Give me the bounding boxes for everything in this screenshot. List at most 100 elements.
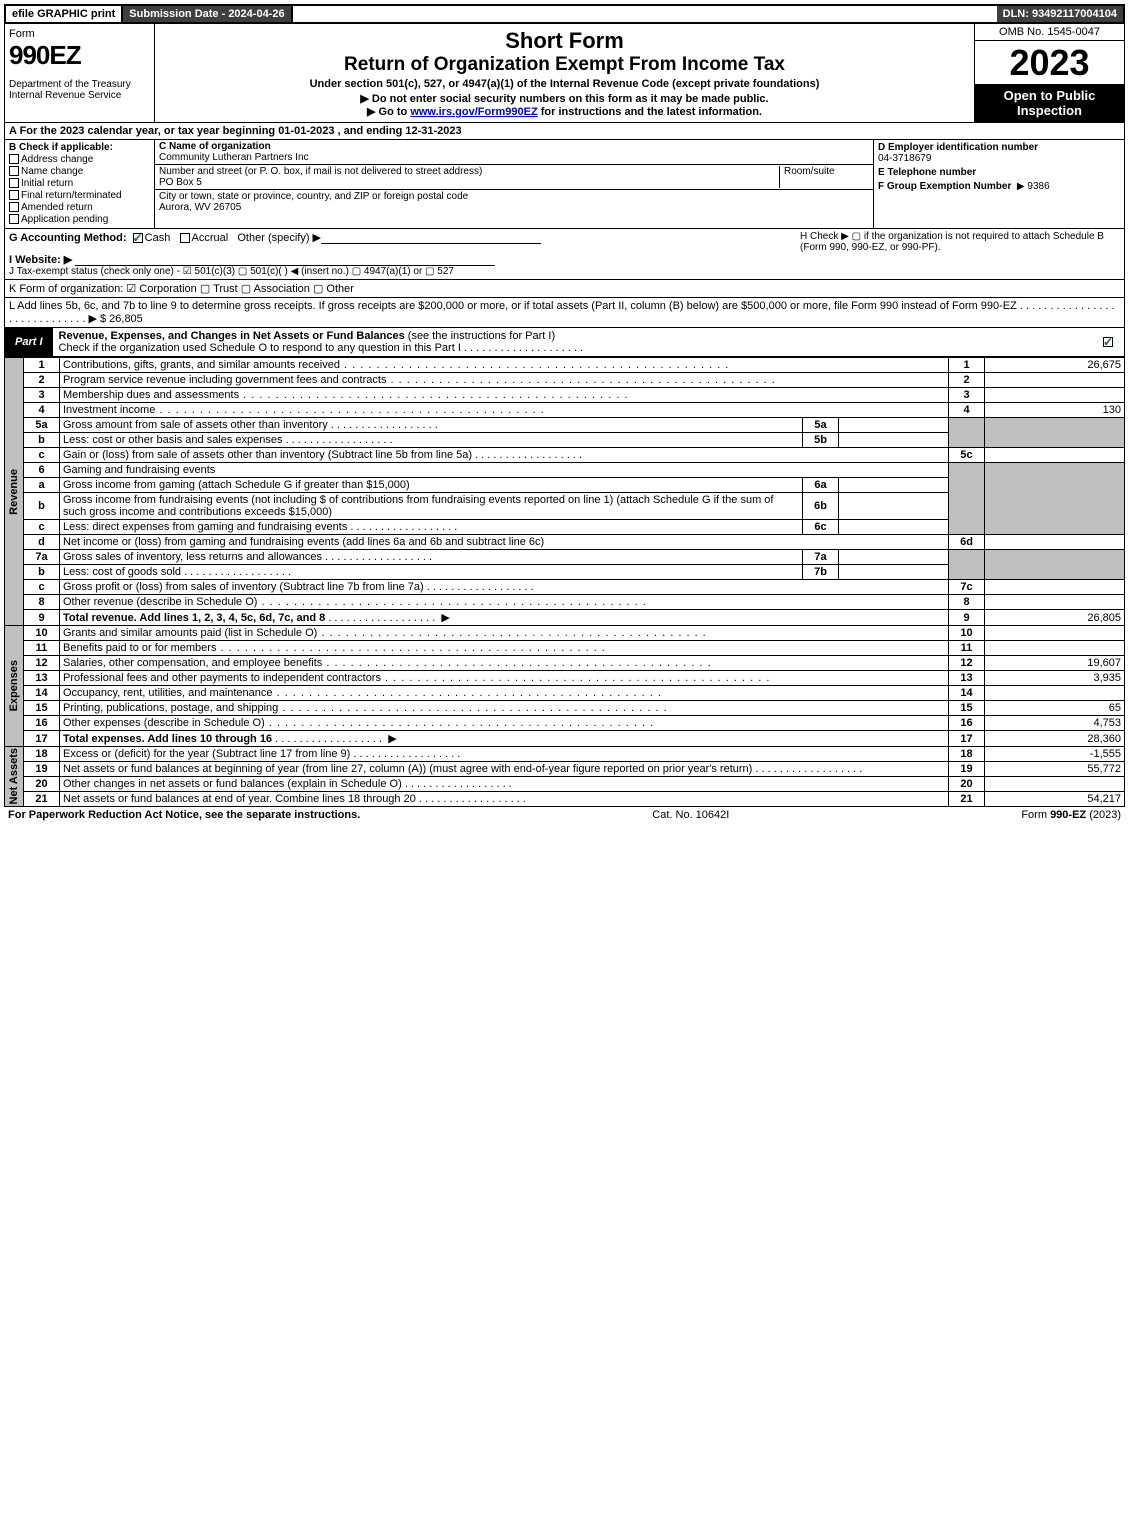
line-2-desc: Program service revenue including govern… <box>63 374 386 386</box>
line-5c-amt <box>985 448 1125 463</box>
section-h: H Check ▶ ▢ if the organization is not r… <box>800 231 1120 253</box>
part-i-tab: Part I <box>5 328 53 356</box>
accounting-other-input[interactable] <box>321 243 541 244</box>
header-right: OMB No. 1545-0047 2023 Open to Public In… <box>974 24 1124 122</box>
line-11-desc: Benefits paid to or for members <box>63 642 216 654</box>
chk-application-pending[interactable]: Application pending <box>9 214 150 225</box>
line-13-desc: Professional fees and other payments to … <box>63 672 381 684</box>
header-left: Form 990EZ Department of the Treasury In… <box>5 24 155 122</box>
submission-date: Submission Date - 2024-04-26 <box>123 6 292 22</box>
section-i: I Website: ▶ <box>9 253 1120 266</box>
line-8-desc: Other revenue (describe in Schedule O) <box>63 596 257 608</box>
org-street: PO Box 5 <box>159 177 202 188</box>
f-label: F Group Exemption Number <box>878 181 1011 192</box>
line-4-amt: 130 <box>985 403 1125 418</box>
c-name-label: C Name of organization <box>159 141 271 152</box>
efile-print-label[interactable]: efile GRAPHIC print <box>6 6 123 22</box>
form-title: Return of Organization Exempt From Incom… <box>159 54 970 76</box>
org-name: Community Lutheran Partners Inc <box>159 152 309 163</box>
page-footer: For Paperwork Reduction Act Notice, see … <box>4 807 1125 823</box>
chk-accrual[interactable] <box>180 233 190 243</box>
line-4-desc: Investment income <box>63 404 155 416</box>
form-note-2: ▶ Go to www.irs.gov/Form990EZ for instru… <box>159 105 970 118</box>
revenue-sidelabel: Revenue <box>5 358 24 626</box>
line-2-amt <box>985 373 1125 388</box>
chk-amended-return[interactable]: Amended return <box>9 202 150 213</box>
c-street-label: Number and street (or P. O. box, if mail… <box>159 166 482 177</box>
line-6d-amt <box>985 535 1125 550</box>
e-label: E Telephone number <box>878 167 976 178</box>
line-3-desc: Membership dues and assessments <box>63 389 239 401</box>
line-6a-subamt <box>839 478 949 493</box>
section-k: K Form of organization: ☑ Corporation ▢ … <box>4 280 1125 298</box>
line-8-amt <box>985 595 1125 610</box>
line-1-rnum: 1 <box>949 358 985 373</box>
line-7a-subamt <box>839 550 949 565</box>
line-11-amt <box>985 641 1125 656</box>
line-5a-subamt <box>839 418 949 433</box>
form-word: Form <box>9 28 150 40</box>
line-1-amt: 26,675 <box>985 358 1125 373</box>
line-9-amt: 26,805 <box>985 610 1125 626</box>
line-1-desc: Contributions, gifts, grants, and simila… <box>63 359 340 371</box>
line-14-amt <box>985 686 1125 701</box>
ein-value: 04-3718679 <box>878 153 931 164</box>
line-5b-subamt <box>839 433 949 448</box>
chk-final-return[interactable]: Final return/terminated <box>9 190 150 201</box>
group-exemption-value: 9386 <box>1027 181 1049 192</box>
irs-link[interactable]: www.irs.gov/Form990EZ <box>410 106 537 118</box>
org-city: Aurora, WV 26705 <box>159 202 241 213</box>
line-12-amt: 19,607 <box>985 656 1125 671</box>
line-12-desc: Salaries, other compensation, and employ… <box>63 657 322 669</box>
line-17-amt: 28,360 <box>985 731 1125 747</box>
line-16-desc: Other expenses (describe in Schedule O) <box>63 717 265 729</box>
line-5c-desc: Gain or (loss) from sale of assets other… <box>63 449 472 461</box>
chk-address-change[interactable]: Address change <box>9 154 150 165</box>
line-15-amt: 65 <box>985 701 1125 716</box>
chk-cash[interactable] <box>133 233 143 243</box>
part-i-checkbox[interactable] <box>1094 328 1124 356</box>
d-label: D Employer identification number <box>878 142 1038 153</box>
section-b: B Check if applicable: Address change Na… <box>5 140 155 228</box>
section-a-tax-year: A For the 2023 calendar year, or tax yea… <box>4 123 1125 140</box>
line-9-desc: Total revenue. Add lines 1, 2, 3, 4, 5c,… <box>63 612 325 624</box>
expenses-sidelabel: Expenses <box>5 626 24 747</box>
chk-initial-return[interactable]: Initial return <box>9 178 150 189</box>
part-i-title: Revenue, Expenses, and Changes in Net As… <box>53 328 1094 356</box>
department: Department of the Treasury Internal Reve… <box>9 79 150 101</box>
line-7c-amt <box>985 580 1125 595</box>
line-17-desc: Total expenses. Add lines 10 through 16 <box>63 733 272 745</box>
line-20-desc: Other changes in net assets or fund bala… <box>63 778 402 790</box>
top-bar: efile GRAPHIC print Submission Date - 20… <box>4 4 1125 24</box>
line-16-amt: 4,753 <box>985 716 1125 731</box>
header-mid: Short Form Return of Organization Exempt… <box>155 24 974 122</box>
part-i-table: Revenue 1 Contributions, gifts, grants, … <box>4 357 1125 807</box>
omb-number: OMB No. 1545-0047 <box>975 24 1124 41</box>
line-14-desc: Occupancy, rent, utilities, and maintena… <box>63 687 273 699</box>
line-3-amt <box>985 388 1125 403</box>
chk-name-change[interactable]: Name change <box>9 166 150 177</box>
form-header: Form 990EZ Department of the Treasury In… <box>4 24 1125 123</box>
sections-d-e-f: D Employer identification number 04-3718… <box>874 140 1124 228</box>
footer-right: Form 990-EZ (2023) <box>1021 809 1121 821</box>
line-20-amt <box>985 777 1125 792</box>
topbar-spacer <box>293 6 997 22</box>
dln: DLN: 93492117004104 <box>997 6 1123 22</box>
line-7b-desc: Less: cost of goods sold <box>63 566 181 578</box>
line-6b-subamt <box>839 493 949 520</box>
line-10-amt <box>985 626 1125 641</box>
line-13-amt: 3,935 <box>985 671 1125 686</box>
line-21-amt: 54,217 <box>985 792 1125 807</box>
line-7a-desc: Gross sales of inventory, less returns a… <box>63 551 322 563</box>
section-b-label: B Check if applicable: <box>9 142 150 153</box>
line-1-num: 1 <box>24 358 60 373</box>
footer-left: For Paperwork Reduction Act Notice, see … <box>8 809 360 821</box>
form-number: 990EZ <box>9 40 150 71</box>
line-5a-sublbl: 5a <box>803 418 839 433</box>
i-label: I Website: ▶ <box>9 254 72 266</box>
tax-year: 2023 <box>975 41 1124 84</box>
line-6-desc: Gaming and fundraising events <box>60 463 949 478</box>
sections-b-c-d: B Check if applicable: Address change Na… <box>4 140 1125 229</box>
line-6b-desc: Gross income from fundraising events (no… <box>60 493 803 520</box>
section-j: J Tax-exempt status (check only one) - ☑… <box>9 266 1120 277</box>
